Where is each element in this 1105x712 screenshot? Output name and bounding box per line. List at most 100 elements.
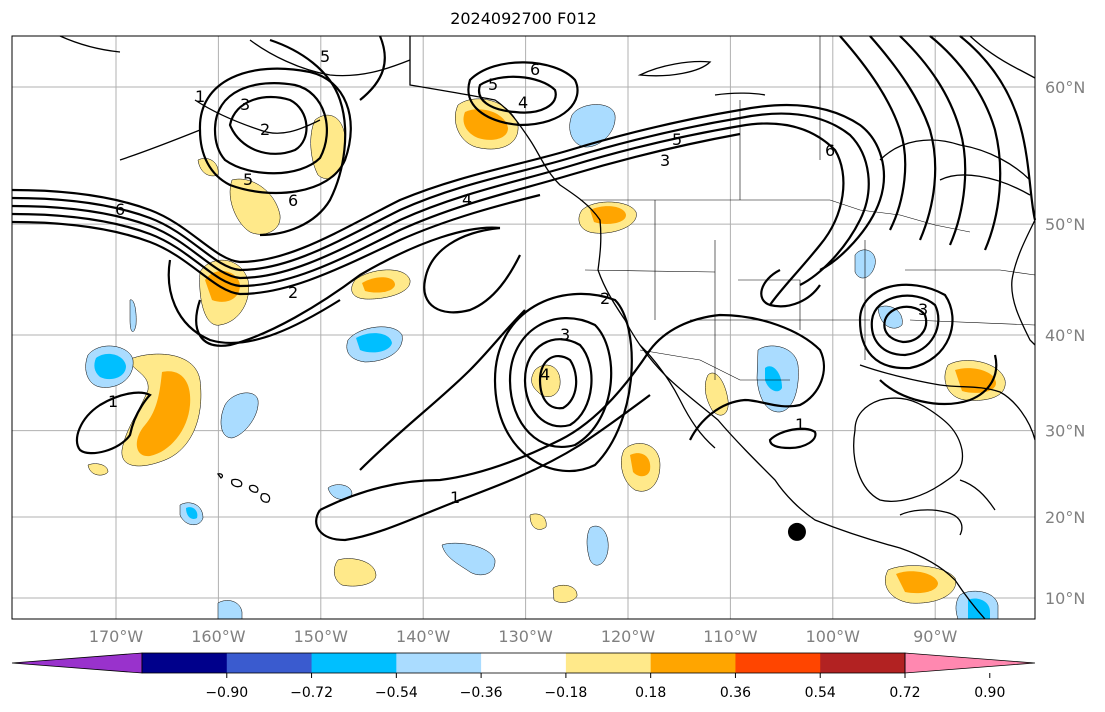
- contour-label: 3: [560, 325, 570, 344]
- contour: [359, 309, 526, 471]
- coastline: [939, 174, 1031, 196]
- contour: [11, 122, 845, 306]
- contour-label: 5: [672, 130, 682, 149]
- colorbar-tick-label: 0.18: [635, 685, 666, 701]
- contour-label: 2: [260, 120, 270, 139]
- contour-label: 2: [288, 283, 298, 302]
- map-title: 2024092700 F012: [450, 9, 597, 28]
- anomaly-positive: [529, 513, 547, 530]
- contour: [228, 96, 308, 155]
- coastline: [959, 479, 996, 511]
- contour-label: 5: [243, 170, 253, 189]
- contour: [259, 38, 347, 237]
- contour-label: 5: [488, 75, 498, 94]
- contour-lines: [11, 35, 1037, 542]
- anomaly-positive: [531, 364, 561, 397]
- contour: [858, 283, 954, 370]
- contour: [213, 82, 328, 175]
- border: [580, 199, 971, 233]
- shaded-anomalies: [85, 98, 1006, 620]
- political-borders: [409, 36, 1036, 381]
- contour-label: 4: [540, 365, 550, 384]
- anomaly-positive: [552, 585, 578, 603]
- contour: [538, 355, 578, 410]
- coastline: [1011, 219, 1036, 346]
- coastline: [194, 99, 321, 134]
- anomaly-positive: [630, 453, 651, 477]
- colorbar-tick-label: −0.36: [460, 685, 503, 701]
- contour-label: 3: [918, 300, 928, 319]
- anomaly-negative: [94, 353, 126, 380]
- longitude-label: 120°W: [601, 627, 656, 646]
- latitude-label: 30°N: [1045, 422, 1085, 441]
- contour-label: 6: [288, 191, 298, 210]
- latitude-label: 60°N: [1045, 78, 1085, 97]
- contour: [493, 292, 633, 473]
- longitude-label: 170°W: [89, 627, 144, 646]
- contour-label: 3: [240, 95, 250, 114]
- coastline: [639, 344, 716, 449]
- contour-label: 4: [518, 93, 528, 112]
- storm-center-marker: [787, 522, 806, 541]
- contour-label: 6: [115, 200, 125, 219]
- longitude-label: 130°W: [498, 627, 553, 646]
- longitude-label: 90°W: [913, 627, 957, 646]
- anomaly-positive: [590, 206, 626, 224]
- contour: [467, 61, 579, 127]
- anomaly-positive: [136, 371, 191, 457]
- anomaly-positive: [896, 571, 938, 594]
- map-area: 5 6 5 4 2 3 1 5 6 6 5 3 4 6 2 2 3 4 1 1 …: [11, 35, 1037, 620]
- longitude-label: 110°W: [703, 627, 758, 646]
- contour: [359, 35, 386, 101]
- contour: [477, 75, 557, 114]
- anomaly-negative: [586, 525, 609, 566]
- longitude-label: 160°W: [191, 627, 246, 646]
- anomaly-negative: [968, 598, 990, 619]
- colorbar: −0.90 −0.72 −0.54 −0.36 −0.18 0.18 0.36 0.54 0.7…: [11, 652, 1036, 701]
- coastline: [409, 36, 986, 620]
- map-background: [12, 36, 1035, 619]
- anomaly-negative: [441, 542, 496, 576]
- contour-label: 3: [660, 151, 670, 170]
- contour: [883, 305, 928, 344]
- anomaly-negative: [186, 507, 198, 519]
- coastline: [637, 60, 712, 77]
- colorbar-extend-high: [904, 652, 1036, 674]
- anomaly-negative: [220, 392, 259, 439]
- longitude-label: 140°W: [396, 627, 451, 646]
- contour: [839, 35, 907, 231]
- contour-labels: 5 6 5 4 2 3 1 5 6 6 5 3 4 6 2 2 3 4 1 1 …: [108, 47, 928, 507]
- contour-label: 1: [795, 415, 805, 434]
- colorbar-segment: [565, 653, 652, 673]
- coastline: [249, 39, 411, 77]
- contour: [319, 313, 825, 511]
- coastline: [879, 139, 1031, 181]
- latitude-label: 20°N: [1045, 508, 1085, 527]
- border: [909, 319, 1036, 326]
- coastline: [59, 35, 121, 53]
- colorbar-segment: [820, 653, 906, 673]
- anomaly-negative: [129, 299, 137, 332]
- latitude-label: 50°N: [1045, 215, 1085, 234]
- contour: [768, 427, 817, 450]
- anomaly-negative: [765, 366, 782, 392]
- colorbar-tick-label: −0.90: [205, 685, 248, 701]
- contour-label: 5: [320, 47, 330, 66]
- contour-label: 6: [825, 141, 835, 160]
- contour-label: 1: [450, 488, 460, 507]
- colorbar-segment: [142, 653, 228, 673]
- longitude-label: 150°W: [294, 627, 349, 646]
- anomaly-positive: [704, 372, 729, 416]
- colorbar-tick-label: −0.18: [544, 685, 587, 701]
- contour-label: 2: [600, 289, 610, 308]
- contour-label: 1: [195, 87, 205, 106]
- contour: [315, 394, 651, 542]
- colorbar-tick-label: −0.54: [375, 685, 418, 701]
- anomaly-positive: [87, 463, 109, 476]
- colorbar-segment: [396, 653, 482, 673]
- colorbar-tick-label: 0.54: [805, 685, 836, 701]
- coastlines: [59, 35, 1036, 620]
- colorbar-segment: [650, 653, 736, 673]
- colorbar-segment: [735, 653, 821, 673]
